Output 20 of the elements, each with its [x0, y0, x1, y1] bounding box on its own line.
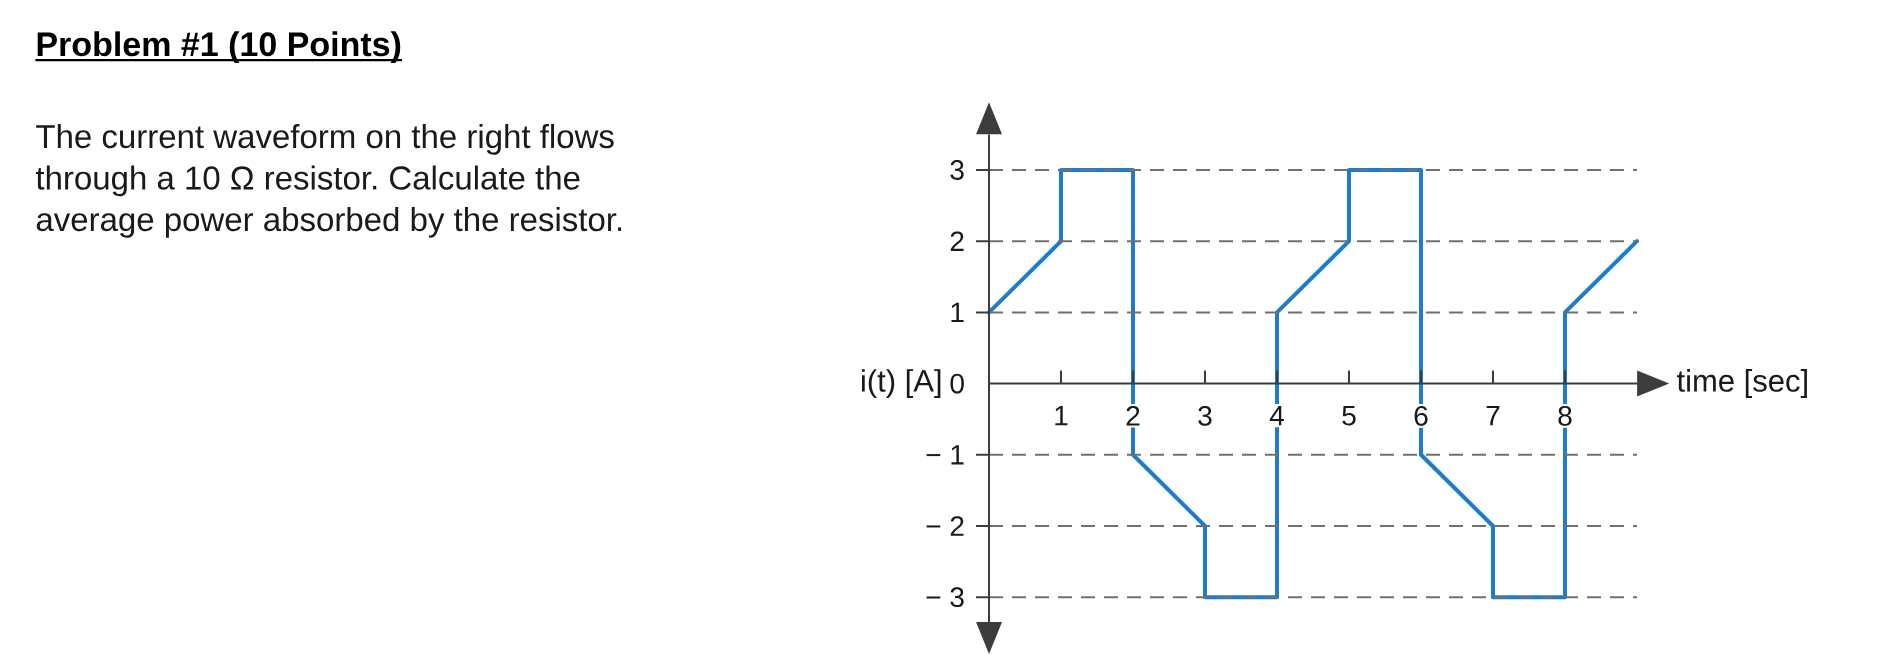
x-tick-label: 6 [1414, 405, 1428, 426]
text: The current waveform on the right flows through a 10 Ω resistor. Calculate the average power absorbed by the resistor. [35, 123, 622, 238]
y-axis-title: i(t) [A] [862, 369, 941, 399]
x-tick-label: 2 [1126, 405, 1140, 426]
x-tick-label: 8 [1558, 405, 1572, 426]
y-tick-label: 0 [950, 373, 964, 394]
y-tick-label: − 2 [926, 516, 964, 536]
x-tick-label: 1 [1055, 405, 1068, 426]
y-tick-label: 1 [951, 302, 964, 323]
x-tick-label: 3 [1198, 405, 1212, 426]
text: Problem #1 (10 Points) [37, 31, 401, 64]
line-series [987, 167, 1639, 600]
x-tick-label: 4 [1269, 405, 1284, 426]
y-tick-label: − 3 [926, 587, 964, 608]
x-tick-label: 5 [1342, 405, 1356, 426]
y-tick-label: 3 [950, 160, 964, 180]
x-axis-title: time [sec] [1676, 369, 1807, 398]
y-tick-label: − 1 [926, 445, 964, 465]
x-tick-label: 7 [1486, 405, 1500, 426]
y-tick-label: 2 [950, 231, 964, 251]
